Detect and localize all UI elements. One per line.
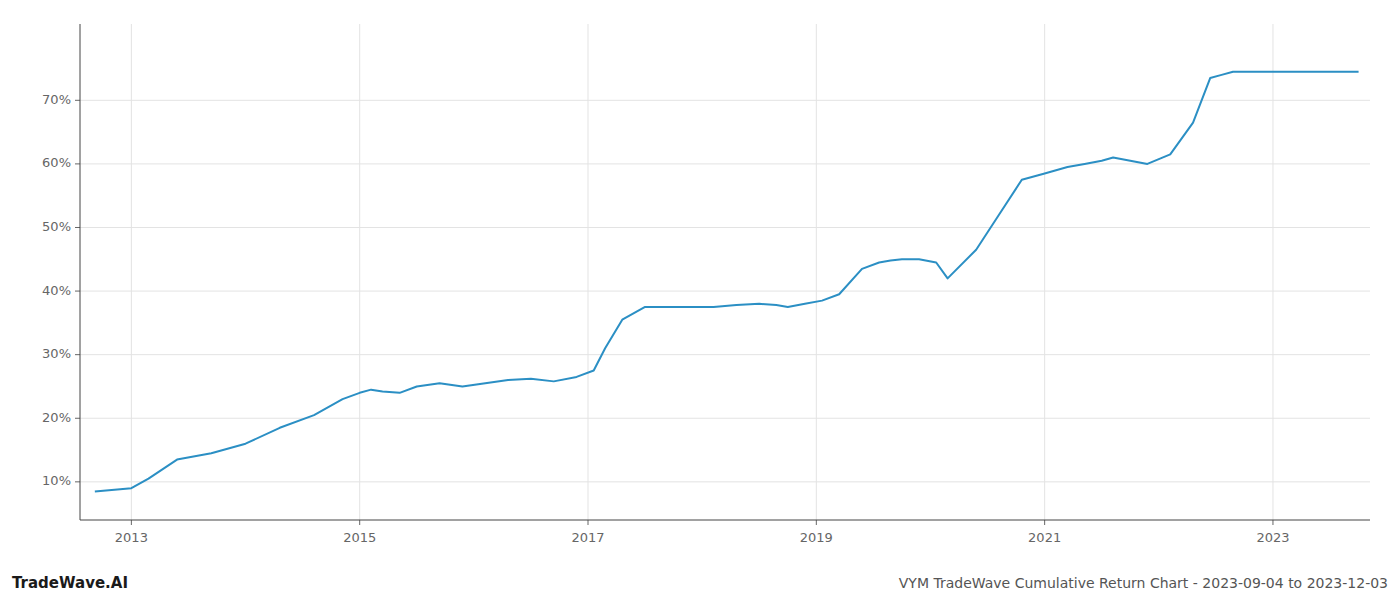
y-grid-line — [80, 354, 1370, 355]
x-tick — [816, 520, 817, 525]
x-tick — [131, 520, 132, 525]
y-tick — [75, 418, 80, 419]
axes: 10% 20% 30% 40% 50% 60% 70% 2013 2015 2017 2019 202… — [42, 24, 1370, 545]
x-tick — [359, 520, 360, 525]
x-tick — [1272, 520, 1273, 525]
y-tick-label: 40% — [42, 283, 71, 298]
y-tick-label: 30% — [42, 346, 71, 361]
y-tick — [75, 354, 80, 355]
y-tick-label: 60% — [42, 155, 71, 170]
watermark: TradeWave.AI — [12, 574, 128, 592]
y-grid-line — [80, 291, 1370, 292]
y-tick — [75, 227, 80, 228]
x-tick — [588, 520, 589, 525]
plot-area — [95, 72, 1359, 492]
y-tick-label: 70% — [42, 92, 71, 107]
y-tick — [75, 163, 80, 164]
x-grid-line — [131, 24, 132, 520]
chart: 10% 20% 30% 40% 50% 60% 70% 2013 2015 2017 2019 202… — [0, 0, 1400, 600]
y-grid-line — [80, 227, 1370, 228]
x-axis-line — [80, 520, 1370, 521]
y-tick-label: 20% — [42, 410, 71, 425]
x-tick-label: 2019 — [800, 530, 833, 545]
y-grid-line — [80, 418, 1370, 419]
x-tick-label: 2023 — [1256, 530, 1289, 545]
y-grid-line — [80, 100, 1370, 101]
x-grid-line — [1044, 24, 1045, 520]
y-axis-line — [80, 24, 81, 520]
y-tick-label: 50% — [42, 219, 71, 234]
x-tick-label: 2021 — [1028, 530, 1061, 545]
x-tick — [1044, 520, 1045, 525]
x-grid-line — [816, 24, 817, 520]
y-tick — [75, 291, 80, 292]
y-tick — [75, 100, 80, 101]
grid — [80, 24, 1370, 520]
y-grid-line — [80, 163, 1370, 164]
y-tick-label: 10% — [42, 473, 71, 488]
y-grid-line — [80, 481, 1370, 482]
data-line — [95, 72, 1359, 492]
x-tick-label: 2017 — [571, 530, 604, 545]
texts: TradeWave.AI VYM TradeWave Cumulative Ret… — [12, 574, 1388, 592]
x-tick-label: 2013 — [115, 530, 148, 545]
x-tick-label: 2015 — [343, 530, 376, 545]
x-grid-line — [1272, 24, 1273, 520]
x-grid-line — [588, 24, 589, 520]
y-tick — [75, 481, 80, 482]
x-grid-line — [359, 24, 360, 520]
title: VYM TradeWave Cumulative Return Chart - … — [899, 575, 1388, 591]
